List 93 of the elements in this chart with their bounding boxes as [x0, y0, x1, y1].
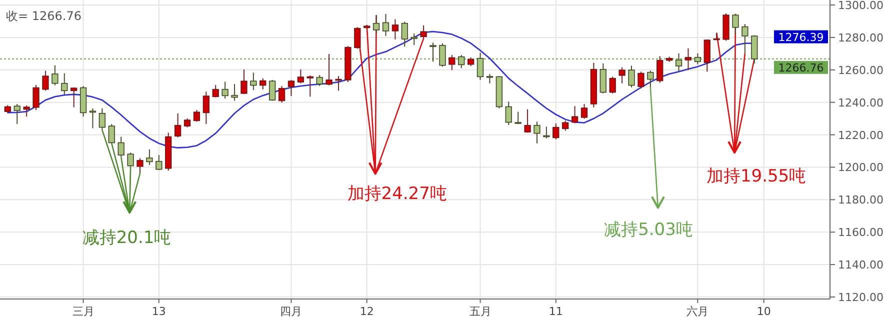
candlestick	[505, 101, 512, 126]
annotation: 减持20.1吨	[82, 228, 172, 248]
annotation: 收= 1266.76	[6, 9, 82, 23]
candlestick	[580, 103, 588, 120]
y-tick-label: 1180.00	[838, 194, 884, 207]
candlestick	[136, 158, 144, 174]
candlestick	[260, 78, 266, 90]
candlestick	[316, 74, 323, 86]
y-tick-label: 1140.00	[838, 258, 884, 272]
candlestick	[751, 34, 758, 64]
candlestick	[524, 108, 531, 134]
annotation: 加持24.27吨	[347, 184, 447, 204]
candlestick	[156, 154, 162, 170]
x-tick-label: 三月	[72, 305, 94, 318]
candlestick	[61, 72, 68, 96]
candlestick	[382, 13, 390, 36]
text: 1276.39	[778, 30, 824, 44]
x-tick-label: 11	[548, 305, 563, 318]
candlestick	[571, 106, 578, 124]
x-tick-label: 13	[152, 305, 166, 318]
ref-line-label: 1266.76	[778, 61, 824, 74]
candlestick	[534, 121, 540, 144]
y-tick-label: 1120.00	[838, 291, 884, 304]
candlestick	[742, 23, 748, 54]
candlestick	[250, 72, 257, 91]
candlestick	[675, 52, 682, 72]
candlestick	[42, 70, 49, 92]
candlestick	[609, 76, 616, 94]
candlestick	[89, 108, 96, 129]
x-tick-label: 五月	[469, 305, 492, 318]
candlestick	[326, 53, 332, 86]
y-tick-label: 1160.00	[838, 226, 884, 240]
y-tick-label: 1220.00	[838, 128, 884, 142]
candlestick	[410, 32, 418, 46]
annotation: 减持5.03吨	[604, 220, 693, 240]
candlestick	[647, 70, 654, 88]
candlestick	[430, 42, 436, 62]
candlestick	[146, 148, 153, 166]
candlestick	[297, 68, 304, 84]
x-tick-label: 六月	[686, 305, 709, 318]
candlestick	[401, 21, 408, 48]
candlestick	[240, 68, 248, 95]
candlestick	[514, 111, 522, 125]
x-tick-label: 四月	[280, 305, 302, 318]
x-tick-label: 12	[360, 305, 374, 318]
candlestick	[476, 52, 484, 80]
candlestick	[269, 79, 276, 102]
candlestick	[684, 48, 692, 71]
candlestick	[420, 24, 427, 39]
candlestick	[486, 73, 494, 84]
candlestick	[694, 52, 701, 65]
candlestick	[288, 79, 295, 97]
candlestick	[127, 152, 134, 168]
y-tick-label: 1280.00	[838, 31, 884, 44]
candlestick	[231, 84, 238, 102]
candlestick	[278, 86, 286, 104]
candlestick	[448, 54, 456, 71]
candlestick	[118, 136, 124, 158]
candlestick	[23, 104, 30, 118]
candlestick	[618, 66, 626, 84]
candlestick	[222, 81, 228, 100]
candlestick	[638, 71, 644, 89]
candlestick	[52, 64, 58, 86]
candlestick	[600, 62, 606, 94]
candlestick	[458, 54, 465, 69]
candlestick	[732, 13, 739, 34]
candlestick	[14, 103, 20, 125]
y-tick-label: 1300.00	[838, 0, 884, 12]
annotation: 加持19.55吨	[706, 166, 806, 186]
x-tick-label: 10	[756, 305, 771, 318]
candlestick	[628, 65, 635, 88]
candlestick	[543, 126, 550, 139]
candlestick	[354, 26, 361, 50]
candlestick	[439, 42, 446, 68]
candlestick	[174, 112, 182, 138]
candlestick	[193, 109, 200, 122]
candlestick	[704, 38, 710, 72]
candlestick	[108, 124, 115, 144]
y-tick-label: 1260.00	[838, 64, 884, 77]
candlestick	[212, 84, 219, 98]
candlestick	[335, 76, 342, 92]
candlestick	[392, 18, 399, 40]
y-tick-label: 1200.00	[838, 161, 884, 174]
candlestick	[656, 56, 664, 84]
candlestick	[562, 120, 569, 132]
candlestick	[98, 108, 106, 131]
candlestick	[32, 84, 40, 110]
candlestick	[552, 122, 560, 140]
candlestick	[202, 91, 210, 125]
candlestick	[372, 14, 380, 34]
candlestick	[306, 74, 314, 98]
y-tick-label: 1240.00	[838, 96, 884, 110]
candlestick	[70, 86, 78, 108]
